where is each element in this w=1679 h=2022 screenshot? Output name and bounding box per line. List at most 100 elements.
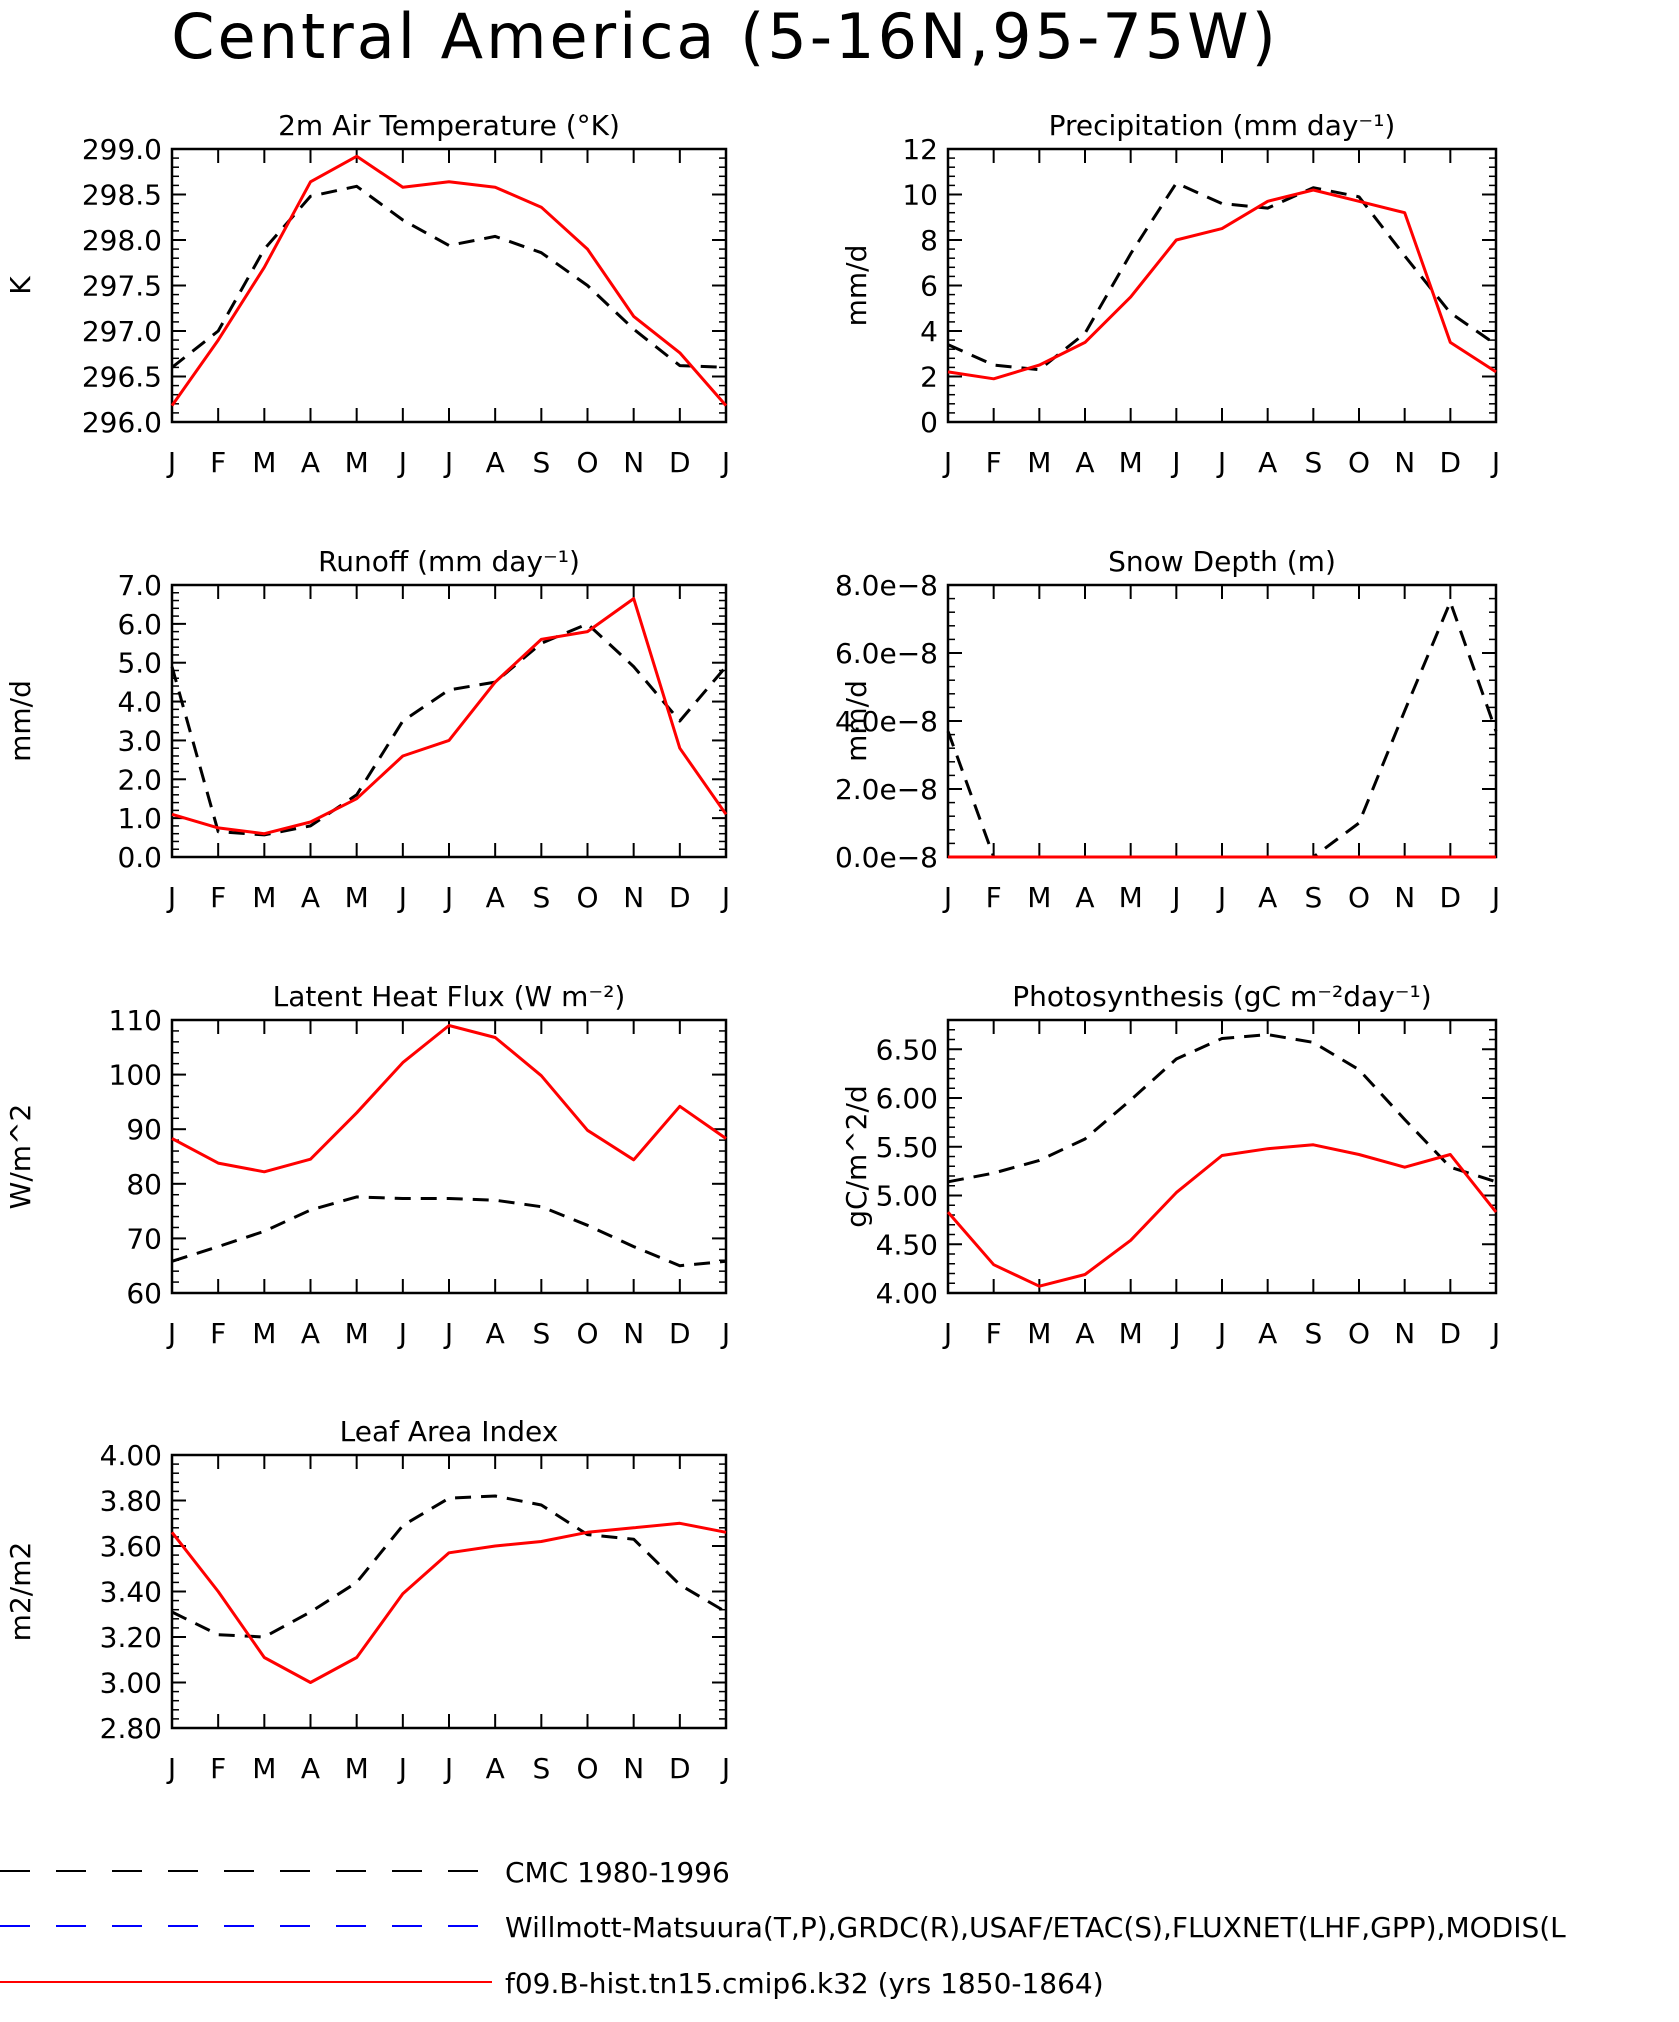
x-tick-label: J xyxy=(443,881,453,914)
x-tick-label: S xyxy=(532,446,550,479)
x-tick-label: J xyxy=(942,1317,952,1350)
x-tick-label: J xyxy=(397,1752,407,1785)
y-tick-label: 4.00 xyxy=(100,1439,162,1472)
x-tick-label: A xyxy=(486,1317,505,1350)
chart-panel-3: Runoff (mm day⁻¹) mm/d 0.0 1.0 2.0 3.0 4.0 5.0 6… xyxy=(4,545,730,914)
x-tick-label: N xyxy=(1394,446,1415,479)
series-line-2 xyxy=(170,154,728,407)
x-tick-label: M xyxy=(252,446,276,479)
x-tick-label: A xyxy=(486,881,505,914)
y-axis-label: mm/d xyxy=(4,680,37,762)
y-tick-label: 4 xyxy=(920,315,938,348)
x-tick-label: M xyxy=(345,1317,369,1350)
y-tick-label: 6.0e−8 xyxy=(835,637,938,670)
y-tick-label: 2.80 xyxy=(100,1712,162,1745)
x-tick-label: O xyxy=(1348,881,1370,914)
y-tick-label: 70 xyxy=(126,1222,162,1255)
x-tick-label: D xyxy=(1440,446,1462,479)
x-tick-label: M xyxy=(345,1752,369,1785)
x-tick-label: M xyxy=(1027,881,1051,914)
x-tick-label: A xyxy=(1075,446,1094,479)
x-tick-label: J xyxy=(166,446,176,479)
y-tick-label: 0 xyxy=(920,406,938,439)
x-tick-label: A xyxy=(1258,881,1277,914)
x-tick-label: O xyxy=(576,1317,598,1350)
x-tick-label: J xyxy=(443,446,453,479)
x-tick-label: O xyxy=(576,1752,598,1785)
series-line-2 xyxy=(947,188,1497,381)
x-tick-label: J xyxy=(1216,881,1226,914)
x-tick-label: M xyxy=(1027,446,1051,479)
x-tick-label: D xyxy=(669,1752,691,1785)
y-tick-label: 296.0 xyxy=(82,406,162,439)
plot-frame xyxy=(170,1018,728,1295)
y-tick-label: 0.0e−8 xyxy=(835,841,938,874)
y-tick-label: 2.0 xyxy=(117,763,162,796)
y-tick-label: 6.0 xyxy=(117,608,162,641)
x-tick-label: J xyxy=(166,1317,176,1350)
x-tick-label: N xyxy=(1394,1317,1415,1350)
series-line-1 xyxy=(947,181,1497,372)
y-tick-label: 1.0 xyxy=(117,802,162,835)
x-tick-label: J xyxy=(1170,881,1180,914)
y-tick-label: 4.00 xyxy=(876,1277,938,1310)
series-line-1 xyxy=(171,184,727,369)
y-axis-label: K xyxy=(4,276,37,295)
y-tick-label: 298.0 xyxy=(82,224,162,257)
x-tick-label: M xyxy=(252,881,276,914)
x-tick-label: F xyxy=(210,1752,226,1785)
y-tick-label: 297.5 xyxy=(82,270,162,303)
series-line-1 xyxy=(171,1494,727,1639)
y-tick-label: 5.50 xyxy=(876,1131,938,1164)
x-tick-label: J xyxy=(720,446,730,479)
x-tick-label: F xyxy=(986,881,1002,914)
chart-panel-5: Latent Heat Flux (W m⁻²) W/m^2 60 70 80 90 100… xyxy=(4,980,730,1350)
x-tick-label: M xyxy=(1119,446,1143,479)
y-tick-label: 8.0e−8 xyxy=(835,569,938,602)
y-tick-label: 4.50 xyxy=(876,1228,938,1261)
x-tick-label: J xyxy=(720,1317,730,1350)
x-tick-label: S xyxy=(1304,446,1322,479)
x-tick-label: A xyxy=(486,446,505,479)
y-tick-label: 5.0 xyxy=(117,647,162,680)
x-tick-label: J xyxy=(720,881,730,914)
y-axis-label: gC/m^2/d xyxy=(840,1085,873,1228)
x-tick-label: N xyxy=(623,881,644,914)
x-tick-label: A xyxy=(486,1752,505,1785)
legend-label: Willmott-Matsuura(T,P),GRDC(R),USAF/ETAC… xyxy=(505,1911,1566,1944)
x-tick-label: J xyxy=(397,446,407,479)
y-tick-label: 296.5 xyxy=(82,361,162,394)
y-tick-label: 10 xyxy=(902,179,938,212)
x-tick-label: J xyxy=(1216,446,1226,479)
y-tick-label: 0.0 xyxy=(117,841,162,874)
x-tick-label: J xyxy=(720,1752,730,1785)
x-tick-label: N xyxy=(623,446,644,479)
x-tick-label: D xyxy=(669,881,691,914)
x-tick-label: A xyxy=(1075,881,1094,914)
x-tick-label: J xyxy=(1170,1317,1180,1350)
x-tick-label: A xyxy=(301,1317,320,1350)
plot-frame xyxy=(170,147,728,424)
y-tick-label: 2 xyxy=(920,361,938,394)
chart-panel-4: Snow Depth (m) mm/d 0.0e−8 2.0e−8 4.0e−8 6.0e… xyxy=(835,545,1500,914)
plot-frame xyxy=(946,583,1498,859)
y-tick-label: 8 xyxy=(920,224,938,257)
y-axis-label: m2/m2 xyxy=(4,1542,37,1642)
panel-title: Precipitation (mm day⁻¹) xyxy=(1049,109,1396,142)
series-line-1 xyxy=(171,1195,727,1268)
y-tick-label: 298.5 xyxy=(82,179,162,212)
chart-panel-1: 2m Air Temperature (°K) K 296.0 296.5 297.0 2… xyxy=(4,109,730,479)
x-tick-label: M xyxy=(1119,1317,1143,1350)
series-line-2 xyxy=(171,597,728,836)
x-tick-label: O xyxy=(576,446,598,479)
y-tick-label: 80 xyxy=(126,1168,162,1201)
y-tick-label: 7.0 xyxy=(117,569,162,602)
x-tick-label: J xyxy=(397,1317,407,1350)
y-tick-label: 4.0 xyxy=(117,686,162,719)
x-tick-label: J xyxy=(397,881,407,914)
x-tick-label: S xyxy=(1304,1317,1322,1350)
panel-title: Photosynthesis (gC m⁻²day⁻¹) xyxy=(1012,980,1431,1013)
x-tick-label: A xyxy=(1258,446,1277,479)
